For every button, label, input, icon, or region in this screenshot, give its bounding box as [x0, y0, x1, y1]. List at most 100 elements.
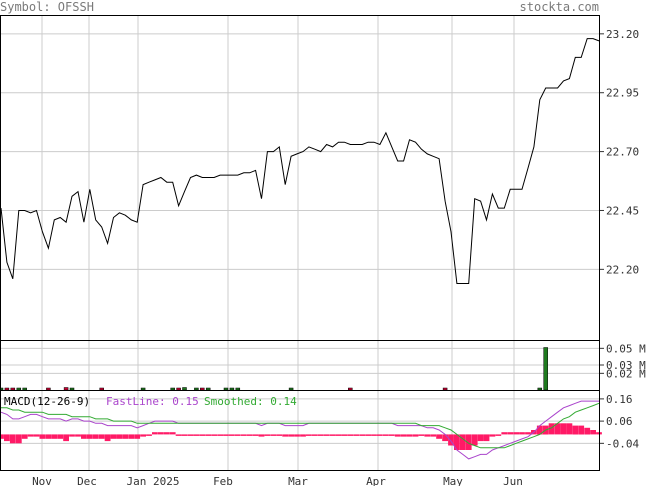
- macd-histogram-bar: [234, 434, 241, 436]
- macd-histogram-bar: [495, 434, 502, 436]
- macd-histogram-bar: [548, 423, 555, 435]
- macd-histogram-bar: [400, 434, 407, 437]
- macd-tick-label: 0.16: [606, 393, 633, 406]
- macd-histogram-bar: [300, 434, 306, 437]
- macd-histogram-bar: [406, 434, 413, 437]
- macd-histogram-bar: [578, 425, 585, 435]
- macd-fastline-line: [0, 400, 599, 460]
- macd-smoothed-line: [1, 402, 600, 449]
- macd-histogram-bar: [270, 434, 277, 436]
- grid-layer: [0, 15, 600, 470]
- macd-histogram-bar: [430, 434, 437, 437]
- macd-histogram-bar: [211, 434, 217, 436]
- macd-histogram-bar: [347, 434, 354, 436]
- macd-histogram-bar: [252, 434, 259, 436]
- volume-bar: [194, 387, 199, 391]
- volume-bar: [170, 387, 175, 391]
- macd-histogram-bar: [134, 434, 141, 439]
- volume-bar: [22, 387, 27, 391]
- volume-bar: [140, 387, 146, 391]
- macd-histogram-bar: [4, 434, 10, 442]
- macd-legend-item: FastLine: 0.15: [106, 395, 199, 408]
- macd-histogram-bar: [9, 434, 16, 444]
- macd-histogram-bar: [181, 434, 188, 436]
- volume-bar: [69, 387, 75, 391]
- x-tick-label: Dec: [77, 475, 97, 486]
- macd-histogram-bar: [69, 434, 75, 437]
- macd-histogram-bar: [489, 434, 496, 437]
- macd-histogram-bar: [459, 434, 466, 450]
- macd-histogram-bar: [104, 434, 111, 442]
- volume-tick-label: 0.05 M: [606, 342, 646, 355]
- macd-histogram-bar: [572, 425, 579, 435]
- macd-histogram-bar: [158, 432, 164, 435]
- macd-pane-frame: [0, 390, 600, 471]
- x-tick-label: May: [443, 475, 463, 486]
- macd-histogram-bar: [86, 434, 93, 439]
- macd-histogram-bar: [465, 434, 472, 450]
- macd-histogram-bar: [39, 434, 46, 439]
- macd-histogram-bar: [329, 434, 336, 436]
- site-label: stockta.com: [520, 0, 599, 14]
- macd-histogram-bar: [454, 434, 460, 450]
- macd-histogram-bar: [365, 434, 371, 436]
- macd-tick-label: 0.06: [606, 415, 633, 428]
- macd-histogram-bar: [560, 423, 567, 435]
- macd-histogram-bar: [175, 434, 182, 436]
- x-tick-label: Apr: [366, 475, 386, 486]
- macd-histogram-bar: [193, 434, 200, 436]
- macd-histogram-bar: [15, 434, 22, 444]
- macd-legend-item: MACD(12-26-9): [4, 395, 90, 408]
- macd-histogram-bar: [229, 434, 235, 436]
- volume-bar: [229, 387, 235, 391]
- macd-histogram-bar: [507, 432, 514, 435]
- macd-histogram-bar: [341, 434, 348, 436]
- price-tick-label: 22.45: [606, 204, 639, 217]
- volume-bar: [348, 387, 353, 391]
- volume-bar: [288, 387, 294, 391]
- volume-bar: [537, 387, 543, 391]
- macd-histogram-bar: [288, 434, 294, 437]
- macd-histogram-bar: [383, 434, 389, 436]
- macd-histogram-bar: [335, 434, 342, 436]
- x-tick-label: Jun: [503, 475, 523, 486]
- macd-histogram-bar: [424, 434, 431, 437]
- macd-histogram-bar: [377, 434, 383, 436]
- volume-bar: [442, 387, 448, 391]
- volume-bar: [176, 387, 181, 391]
- macd-histogram-bar: [448, 434, 454, 446]
- macd-histogram-bar: [394, 434, 401, 437]
- x-tick-label: Feb: [213, 475, 233, 486]
- volume-bar: [205, 387, 211, 391]
- price-tick-label: 23.20: [606, 28, 639, 41]
- macd-histogram-bar: [63, 434, 69, 442]
- macd-histogram-bar: [140, 434, 146, 437]
- macd-histogram-bar: [566, 423, 573, 435]
- macd-histogram-bar: [359, 434, 366, 436]
- symbol-label: Symbol: OFSSH: [0, 0, 94, 14]
- volume-bar: [543, 347, 548, 391]
- macd-histogram-bar: [513, 432, 519, 435]
- price-tick-label: 22.70: [606, 146, 639, 159]
- macd-histogram-bar: [554, 423, 561, 435]
- macd-tick-label: -0.04: [606, 437, 639, 450]
- macd-histogram-bar: [81, 434, 87, 439]
- volume-bar: [182, 387, 187, 391]
- macd-histogram-bar: [92, 434, 99, 439]
- volume-bar: [223, 387, 229, 391]
- macd-histogram-bar: [187, 434, 194, 436]
- macd-histogram-bar: [323, 434, 330, 436]
- macd-histogram-bar: [116, 434, 123, 439]
- x-tick-label: Nov: [32, 475, 52, 486]
- price-line: [0, 38, 600, 284]
- x-tick-label: Mar: [288, 475, 308, 486]
- frames-layer: [0, 15, 604, 471]
- macd-legend-item: Smoothed: 0.14: [204, 395, 297, 408]
- macd-histogram-bar: [519, 432, 525, 435]
- volume-bar: [10, 387, 16, 391]
- macd-histogram-bar: [418, 434, 425, 436]
- volume-bar: [46, 387, 51, 391]
